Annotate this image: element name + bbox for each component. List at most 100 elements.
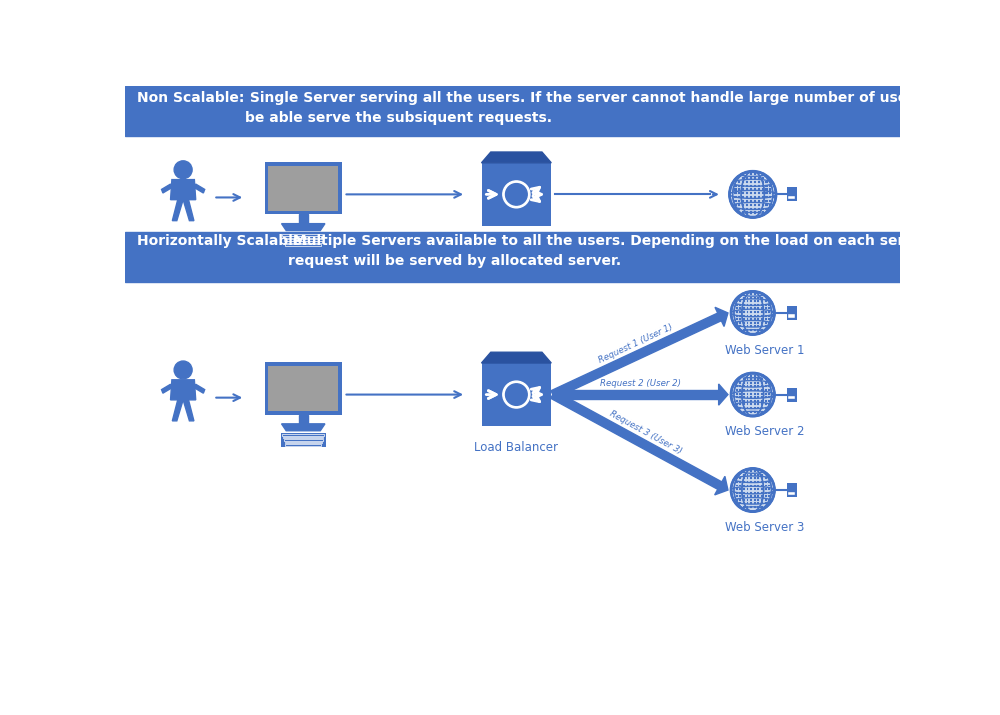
FancyBboxPatch shape bbox=[746, 487, 748, 490]
FancyBboxPatch shape bbox=[282, 434, 324, 435]
FancyBboxPatch shape bbox=[749, 480, 752, 483]
FancyBboxPatch shape bbox=[760, 480, 763, 483]
FancyBboxPatch shape bbox=[761, 210, 764, 214]
Circle shape bbox=[731, 373, 774, 416]
FancyBboxPatch shape bbox=[742, 317, 745, 320]
FancyBboxPatch shape bbox=[738, 392, 741, 395]
FancyBboxPatch shape bbox=[764, 395, 767, 398]
Text: Request 2 (User 2): Request 2 (User 2) bbox=[600, 380, 681, 388]
FancyBboxPatch shape bbox=[749, 487, 752, 490]
FancyBboxPatch shape bbox=[737, 179, 740, 183]
FancyBboxPatch shape bbox=[742, 378, 745, 380]
FancyBboxPatch shape bbox=[745, 207, 748, 209]
Polygon shape bbox=[719, 384, 728, 405]
FancyBboxPatch shape bbox=[753, 191, 756, 194]
FancyBboxPatch shape bbox=[753, 498, 756, 500]
FancyBboxPatch shape bbox=[760, 473, 763, 475]
FancyBboxPatch shape bbox=[285, 442, 322, 443]
FancyBboxPatch shape bbox=[757, 203, 760, 206]
FancyBboxPatch shape bbox=[737, 207, 740, 209]
FancyBboxPatch shape bbox=[753, 469, 756, 472]
FancyBboxPatch shape bbox=[749, 374, 752, 377]
FancyBboxPatch shape bbox=[761, 191, 764, 194]
FancyBboxPatch shape bbox=[742, 303, 745, 306]
FancyBboxPatch shape bbox=[756, 480, 759, 483]
FancyBboxPatch shape bbox=[749, 184, 752, 187]
FancyBboxPatch shape bbox=[761, 176, 764, 179]
FancyBboxPatch shape bbox=[745, 191, 748, 194]
FancyBboxPatch shape bbox=[756, 476, 759, 479]
FancyBboxPatch shape bbox=[764, 385, 767, 388]
FancyBboxPatch shape bbox=[735, 494, 738, 497]
FancyBboxPatch shape bbox=[768, 203, 771, 206]
Circle shape bbox=[503, 181, 530, 208]
FancyBboxPatch shape bbox=[742, 328, 745, 331]
FancyBboxPatch shape bbox=[749, 399, 752, 402]
FancyBboxPatch shape bbox=[742, 480, 745, 483]
FancyBboxPatch shape bbox=[749, 195, 752, 198]
FancyBboxPatch shape bbox=[767, 307, 770, 310]
Polygon shape bbox=[715, 476, 728, 495]
FancyBboxPatch shape bbox=[749, 490, 752, 493]
FancyBboxPatch shape bbox=[749, 469, 752, 472]
FancyBboxPatch shape bbox=[746, 395, 748, 398]
FancyBboxPatch shape bbox=[284, 239, 323, 241]
FancyBboxPatch shape bbox=[733, 191, 737, 194]
FancyBboxPatch shape bbox=[771, 310, 774, 313]
FancyBboxPatch shape bbox=[753, 483, 756, 486]
FancyBboxPatch shape bbox=[756, 317, 759, 320]
FancyBboxPatch shape bbox=[761, 207, 764, 209]
FancyBboxPatch shape bbox=[749, 406, 752, 409]
FancyBboxPatch shape bbox=[745, 195, 748, 198]
FancyBboxPatch shape bbox=[764, 476, 767, 479]
Text: Web Server 3: Web Server 3 bbox=[725, 521, 804, 534]
FancyBboxPatch shape bbox=[753, 410, 756, 413]
FancyBboxPatch shape bbox=[760, 490, 763, 493]
FancyBboxPatch shape bbox=[757, 210, 760, 214]
FancyBboxPatch shape bbox=[738, 307, 741, 310]
FancyBboxPatch shape bbox=[749, 199, 752, 202]
FancyBboxPatch shape bbox=[767, 388, 770, 391]
FancyBboxPatch shape bbox=[764, 321, 767, 324]
Polygon shape bbox=[482, 152, 551, 163]
FancyBboxPatch shape bbox=[760, 487, 763, 490]
FancyBboxPatch shape bbox=[764, 483, 767, 486]
FancyBboxPatch shape bbox=[749, 325, 752, 327]
FancyBboxPatch shape bbox=[771, 490, 774, 493]
Polygon shape bbox=[162, 184, 172, 193]
FancyBboxPatch shape bbox=[749, 473, 752, 475]
FancyBboxPatch shape bbox=[741, 187, 744, 190]
FancyBboxPatch shape bbox=[735, 490, 738, 493]
Circle shape bbox=[731, 468, 774, 512]
FancyBboxPatch shape bbox=[757, 195, 760, 198]
FancyBboxPatch shape bbox=[756, 325, 759, 327]
FancyBboxPatch shape bbox=[764, 179, 768, 183]
FancyBboxPatch shape bbox=[738, 487, 741, 490]
FancyBboxPatch shape bbox=[760, 501, 763, 504]
FancyBboxPatch shape bbox=[787, 483, 797, 497]
FancyBboxPatch shape bbox=[753, 310, 756, 313]
FancyBboxPatch shape bbox=[749, 476, 752, 479]
FancyBboxPatch shape bbox=[749, 176, 752, 179]
FancyBboxPatch shape bbox=[753, 494, 756, 497]
FancyBboxPatch shape bbox=[742, 487, 745, 490]
FancyBboxPatch shape bbox=[767, 303, 770, 306]
FancyBboxPatch shape bbox=[764, 406, 767, 409]
FancyBboxPatch shape bbox=[738, 483, 741, 486]
FancyBboxPatch shape bbox=[767, 385, 770, 388]
FancyBboxPatch shape bbox=[753, 406, 756, 409]
FancyBboxPatch shape bbox=[767, 317, 770, 320]
FancyBboxPatch shape bbox=[742, 505, 745, 508]
FancyBboxPatch shape bbox=[756, 385, 759, 388]
FancyBboxPatch shape bbox=[735, 399, 738, 402]
FancyBboxPatch shape bbox=[767, 490, 770, 493]
FancyBboxPatch shape bbox=[733, 195, 737, 198]
FancyBboxPatch shape bbox=[764, 207, 768, 209]
FancyBboxPatch shape bbox=[753, 210, 756, 214]
FancyBboxPatch shape bbox=[749, 498, 752, 500]
FancyBboxPatch shape bbox=[742, 501, 745, 504]
FancyBboxPatch shape bbox=[742, 473, 745, 475]
FancyBboxPatch shape bbox=[735, 395, 738, 398]
FancyBboxPatch shape bbox=[746, 498, 748, 500]
FancyBboxPatch shape bbox=[741, 179, 744, 183]
